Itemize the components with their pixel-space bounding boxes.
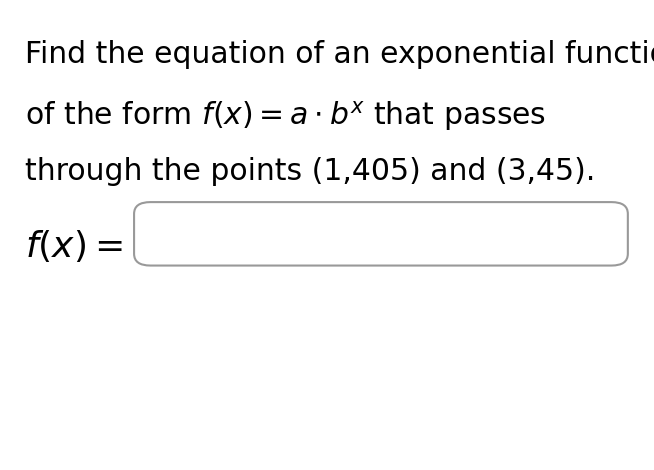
FancyBboxPatch shape	[134, 202, 628, 266]
Text: of the form $f(x) = a \cdot b^x$ that passes: of the form $f(x) = a \cdot b^x$ that pa…	[25, 99, 546, 133]
Text: through the points (1,405) and (3,45).: through the points (1,405) and (3,45).	[25, 157, 595, 187]
Text: $f(x) =$: $f(x) =$	[25, 228, 123, 264]
Text: Find the equation of an exponential function: Find the equation of an exponential func…	[25, 40, 654, 69]
